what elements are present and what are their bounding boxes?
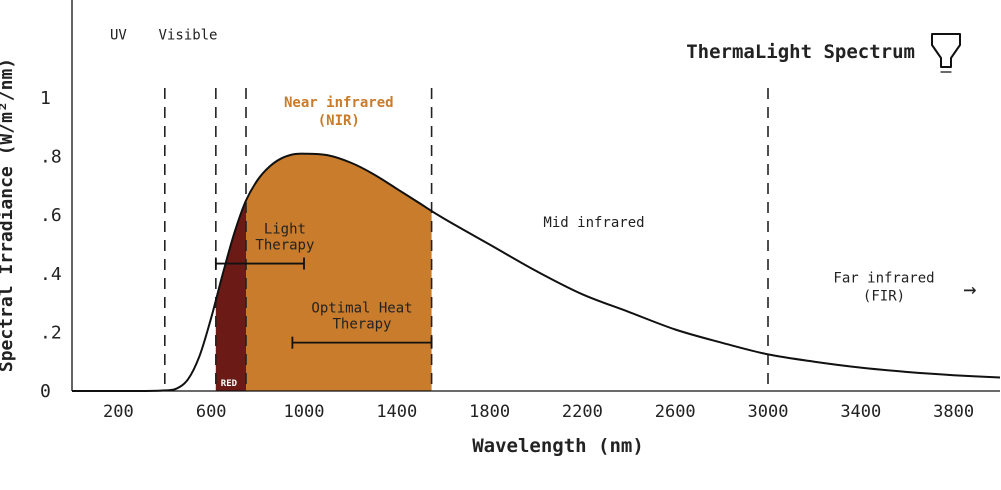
y-tick-0: 0 [40,381,51,402]
x-tick-2200: 2200 [562,402,603,422]
irradiance-curve [71,152,1001,393]
chart-title: ThermaLight Spectrum [686,41,915,63]
label-visible: Visible [158,27,217,43]
label-uv: UV [110,27,127,43]
range-optimal-heat-therapy-label-line-1: Optimal Heat [311,301,412,317]
region-red [215,200,246,391]
x-tick-3800: 3800 [933,402,974,422]
x-tick-1800: 1800 [469,402,510,422]
region-near-infrared-nir [246,153,432,391]
curve-group [71,152,1001,393]
label-mid-infrared: Mid infrared [543,215,644,231]
x-tick-labels: 200 600 1000 1400 1800 2200 2600 3000 3400 3800 [103,402,974,422]
label-far-infrared-line-2: (FIR) [863,289,905,305]
range-light-therapy-label-line-1: Light [264,222,306,238]
far-infrared-arrow-icon: → [963,278,976,303]
region-labels: UV Visible Near infrared (NIR) Mid infrared F… [110,27,976,304]
y-tick-1: 1 [40,88,51,109]
y-axis-title: Spectral Irradiance (W/m²/nm) [0,58,17,372]
x-tick-2600: 2600 [655,402,696,422]
x-tick-1400: 1400 [376,402,417,422]
x-tick-600: 600 [196,402,227,422]
region-label-red: RED [221,379,238,389]
x-tick-200: 200 [103,402,134,422]
shaded-regions: RED [215,153,432,391]
label-near-infrared-line-1: Near infrared [284,95,394,111]
y-tick-0-2: .2 [40,322,62,343]
y-tick-0-4: .4 [40,264,62,285]
y-tick-0-8: .8 [40,147,62,168]
label-far-infrared-line-1: Far infrared [833,271,934,287]
lightbulb-icon [931,33,961,73]
y-tick-0-6: .6 [40,205,62,226]
range-optimal-heat-therapy-label-line-2: Therapy [332,317,391,333]
x-tick-1000: 1000 [284,402,325,422]
range-light-therapy-label-line-2: Therapy [255,238,314,254]
y-tick-labels: 0 .2 .4 .6 .8 1 [40,88,62,402]
x-tick-3000: 3000 [748,402,789,422]
x-tick-3400: 3400 [840,402,881,422]
axes [71,0,1000,392]
x-axis-title: Wavelength (nm) [472,435,644,457]
label-near-infrared-line-2: (NIR) [318,113,360,129]
